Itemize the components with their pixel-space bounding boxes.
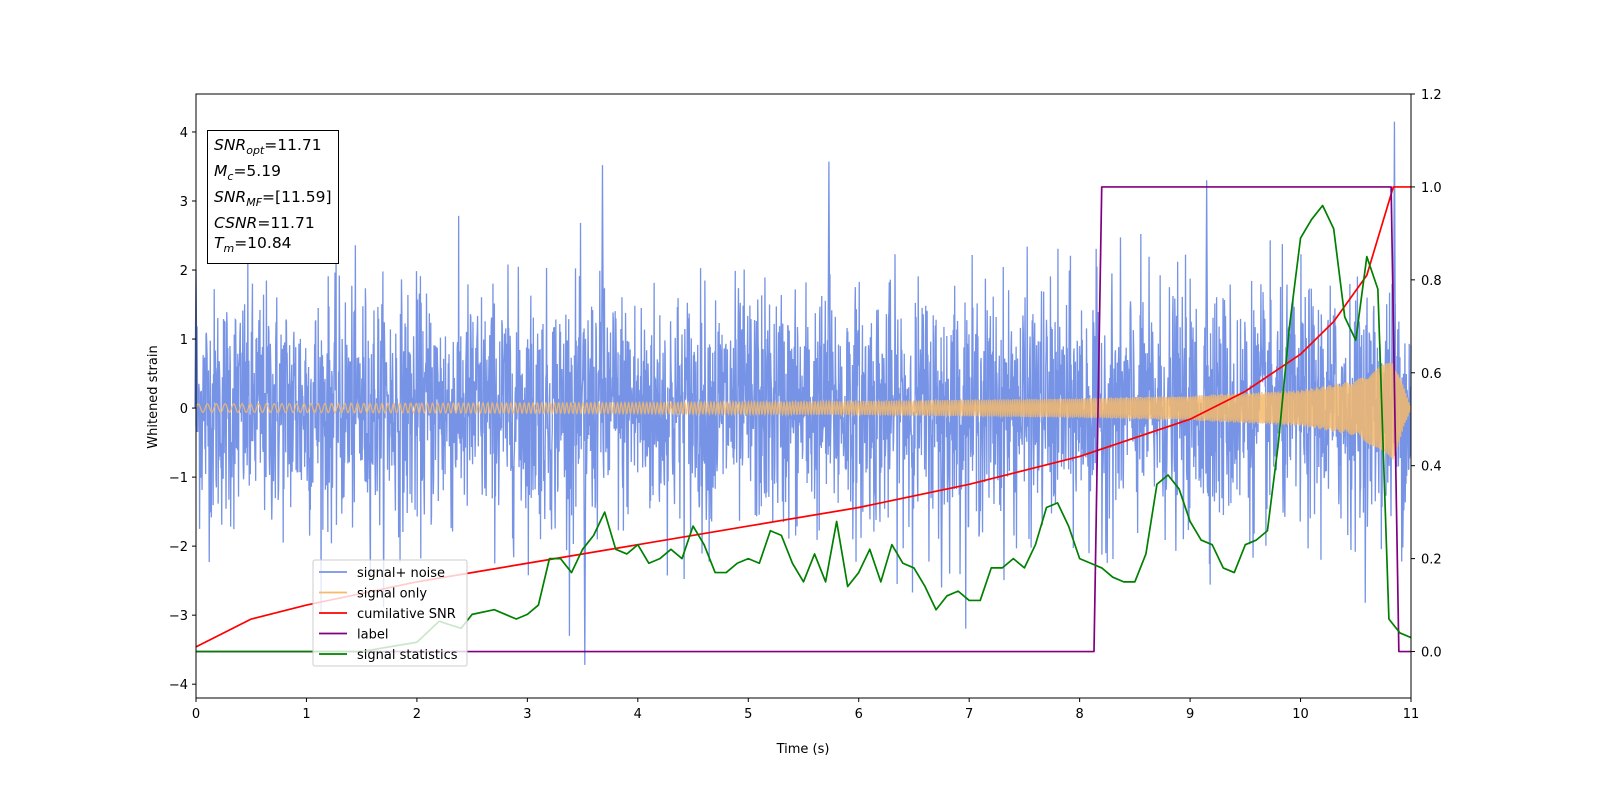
y-right-tick-label: 0.8: [1421, 274, 1442, 289]
signal-noise-spike: [939, 408, 944, 588]
x-tick-label: 0: [192, 707, 200, 722]
y-axis-label: Whitened strain: [146, 345, 161, 448]
annotation-box: SNRopt=11.71 Mc=5.19 SNRMF=[11.59] CSNR=…: [207, 130, 339, 265]
x-tick-label: 9: [1186, 707, 1194, 722]
legend-box: [312, 559, 468, 667]
plot-frame: [195, 93, 1412, 699]
tm-annotation: Tm=10.84: [214, 234, 292, 256]
legend-label: signal only: [357, 587, 427, 602]
signal-noise-spike: [583, 408, 587, 665]
signal-noise-line: [195, 215, 1412, 636]
y-left-tick-label: 0: [180, 402, 188, 417]
x-tick-label: 7: [965, 707, 973, 722]
y-left-tick-label: −1: [169, 471, 188, 486]
y-left-tick-label: 3: [180, 195, 188, 210]
y-right-tick-label: 1.2: [1421, 88, 1442, 103]
signal-only-line: [195, 362, 1412, 460]
y-left-tick-label: 4: [180, 126, 188, 141]
y-right-tick-label: 0.2: [1421, 553, 1442, 568]
csnr-annotation: CSNR=11.71: [214, 214, 315, 233]
legend-label: signal+ noise: [357, 566, 445, 581]
signal-noise-spike: [827, 161, 831, 409]
x-tick-label: 3: [523, 707, 531, 722]
y-left-tick-label: −4: [169, 678, 188, 693]
x-tick-label: 5: [744, 707, 752, 722]
x-tick-label: 11: [1403, 707, 1420, 722]
x-tick-label: 2: [413, 707, 421, 722]
y-left-tick-label: 1: [180, 333, 188, 348]
x-tick-label: 6: [855, 707, 863, 722]
y-left-tick-label: 2: [180, 264, 188, 279]
y-left-tick-label: −3: [169, 609, 188, 624]
x-tick-label: 8: [1075, 707, 1083, 722]
signal-noise-spike: [1204, 180, 1209, 409]
legend-label: label: [357, 628, 388, 643]
y-left-tick-label: −2: [169, 540, 188, 555]
snr-opt-annotation: SNRopt=11.71: [214, 136, 322, 158]
legend-label: signal statistics: [357, 648, 458, 663]
signal-noise-spike: [600, 165, 605, 409]
y-right-tick-label: 0.0: [1421, 646, 1442, 661]
x-tick-label: 10: [1292, 707, 1309, 722]
snr-mf-annotation: SNRMF=[11.59]: [214, 188, 332, 210]
legend-label: cumilative SNR: [357, 607, 456, 622]
x-tick-label: 4: [634, 707, 642, 722]
x-axis-label: Time (s): [776, 742, 830, 757]
y-right-tick-label: 0.6: [1421, 367, 1442, 382]
signal-statistics-line: [196, 204, 1412, 653]
y-right-tick-label: 0.4: [1421, 460, 1442, 475]
label-line: [196, 186, 1411, 653]
y-right-tick-label: 1.0: [1421, 181, 1442, 196]
x-tick-label: 1: [302, 707, 310, 722]
mc-annotation: Mc=5.19: [214, 162, 281, 184]
